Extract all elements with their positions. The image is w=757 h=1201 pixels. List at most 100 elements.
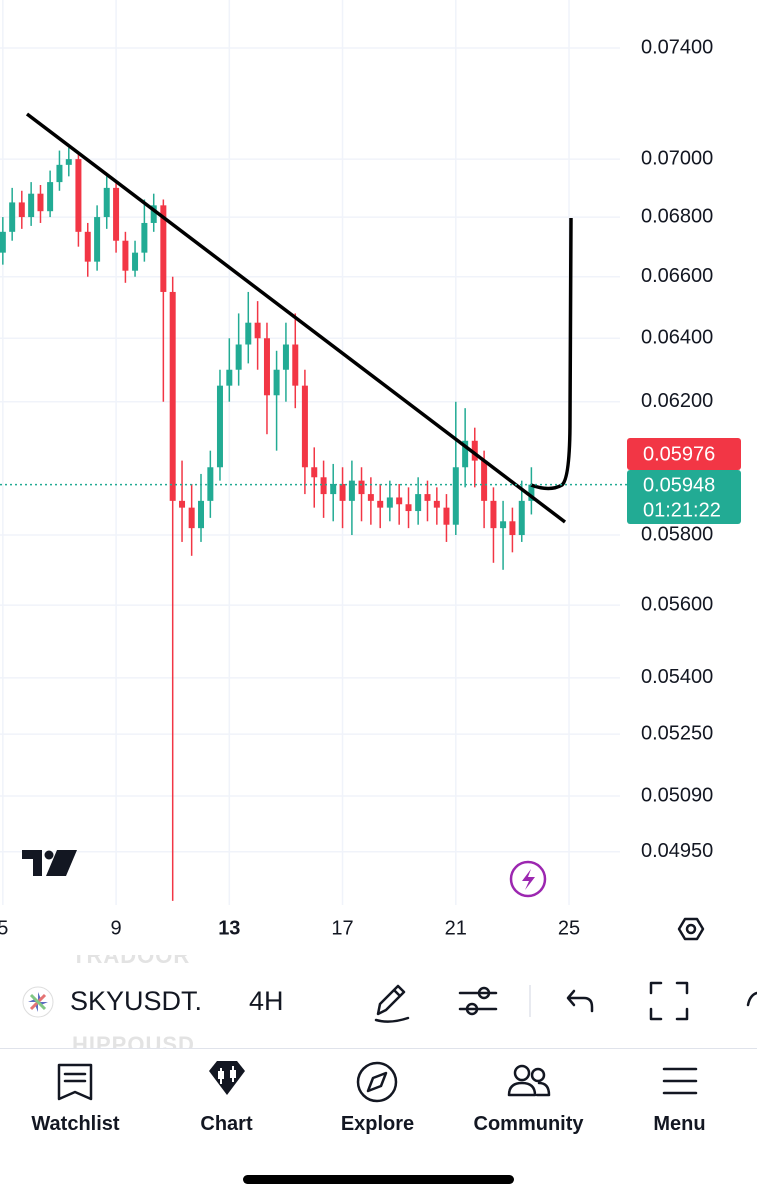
candle-body (320, 477, 327, 495)
candle-body (348, 480, 355, 501)
candle-body (415, 494, 422, 512)
nav-community[interactable]: Community (453, 1049, 604, 1135)
x-tick-label: 17 (331, 917, 353, 939)
candle-body (75, 159, 82, 232)
candle-body (245, 322, 252, 345)
candle-body (47, 182, 54, 212)
y-tick-label: 0.06800 (641, 205, 713, 227)
candle-body (528, 484, 535, 501)
candle-body (226, 369, 233, 386)
symbol[interactable]: SKYUSDT. (70, 986, 203, 1016)
fullscreen-button[interactable] (649, 981, 689, 1021)
y-tick-label: 0.07400 (641, 36, 713, 58)
candle-body (37, 193, 44, 212)
candle-body (113, 187, 120, 241)
settings-button[interactable] (677, 917, 705, 941)
candle-body (56, 164, 63, 183)
candle-body (216, 385, 223, 468)
tradingview-logo (22, 850, 77, 876)
y-tick-label: 0.06600 (641, 265, 713, 287)
nav-explore[interactable]: Explore (302, 1049, 453, 1135)
symbol-icon (22, 986, 54, 1018)
candle-body (405, 504, 412, 512)
candles (0, 147, 535, 901)
indicators-button[interactable] (458, 986, 498, 1016)
candle-body (235, 344, 242, 370)
candle-body (103, 187, 110, 218)
nav-label: Community (473, 1113, 584, 1135)
menu-icon (662, 1067, 698, 1095)
candle-body (311, 467, 318, 478)
countdown-label: 01:21:22 (643, 499, 721, 521)
grid (0, 0, 620, 905)
candle-body (330, 483, 337, 495)
candle-body (443, 507, 450, 525)
candle-body (386, 497, 393, 508)
candle-body (358, 480, 365, 495)
nav-label: Menu (653, 1113, 706, 1135)
candle-body (179, 500, 186, 508)
y-tick-label: 0.07000 (641, 147, 713, 169)
explore-icon (356, 1061, 398, 1103)
x-tick-label: 5 (0, 917, 8, 939)
bottom-nav: Watchlist Chart Explore Community Menu (0, 1048, 757, 1201)
y-tick-label: 0.06200 (641, 390, 713, 412)
candle-body (339, 483, 346, 501)
x-tick-label: 25 (558, 917, 580, 939)
last-price-box (627, 470, 741, 524)
candle-body (471, 440, 478, 461)
candle-body (65, 159, 72, 165)
candle-body (150, 205, 157, 223)
candle-body (424, 494, 431, 501)
nav-label: Chart (200, 1113, 253, 1135)
nav-watchlist[interactable]: Watchlist (0, 1049, 151, 1135)
chart: 0.07400 0.07000 0.06800 0.06600 0.06400 0.062… (0, 0, 741, 941)
candle-body (84, 231, 91, 262)
candle-body (500, 521, 507, 529)
candle-body (0, 231, 6, 253)
candle-body (141, 222, 148, 253)
candle-body (301, 385, 308, 468)
symbol-toolbar: TRADOOR HIPPOUSD SKYUSDT. 4H (0, 955, 757, 1048)
candle-body (28, 193, 35, 218)
interval[interactable]: 4H (249, 986, 284, 1016)
nav-chart[interactable]: Chart (151, 1049, 302, 1135)
undo-button[interactable] (566, 989, 594, 1013)
last-price-label: 0.05948 (643, 474, 715, 496)
y-tick-label: 0.05800 (641, 523, 713, 545)
nav-menu[interactable]: Menu (604, 1049, 755, 1135)
candle-body (169, 291, 176, 501)
chart-icon (209, 1061, 245, 1095)
y-tick-label: 0.06400 (641, 327, 713, 349)
candle-body (490, 500, 497, 529)
candle-body (273, 369, 280, 396)
candle-body (509, 521, 516, 536)
watchlist-icon (57, 1063, 93, 1101)
previous-symbol[interactable]: TRADOOR (72, 955, 191, 968)
more-icon[interactable] (746, 991, 757, 1007)
x-tick-label: 9 (111, 917, 122, 939)
draw-button[interactable] (374, 984, 410, 1023)
y-tick-label: 0.05090 (641, 784, 713, 806)
nav-label: Explore (340, 1113, 415, 1135)
community-icon (507, 1064, 551, 1097)
y-tick-label: 0.05400 (641, 666, 713, 688)
y-tick-label: 0.05600 (641, 593, 713, 615)
candle-body (160, 205, 167, 292)
y-tick-label: 0.05250 (641, 722, 713, 744)
candle-body (254, 322, 261, 339)
trend-line (25, 112, 567, 524)
home-indicator (243, 1175, 514, 1184)
x-tick-label: 13 (218, 917, 240, 939)
x-tick-label: 21 (445, 917, 467, 939)
candle-body (122, 240, 129, 271)
candle-body (263, 338, 270, 396)
candle-body (18, 202, 25, 218)
candle-body (292, 344, 299, 386)
next-symbol[interactable]: HIPPOUSD (72, 1032, 195, 1048)
lightning-button[interactable] (509, 860, 547, 898)
candle-body (481, 460, 488, 501)
candle-body (462, 440, 469, 468)
y-tick-label: 0.04950 (641, 840, 713, 862)
